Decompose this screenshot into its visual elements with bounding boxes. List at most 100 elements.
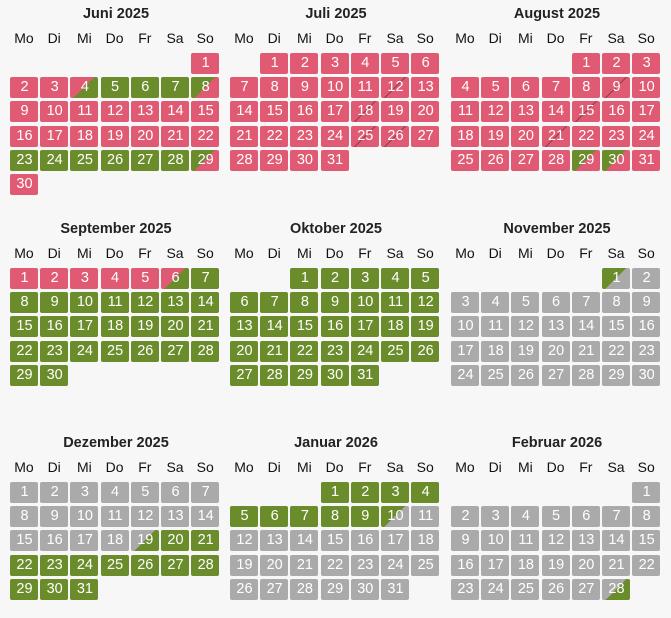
calendar-day[interactable]: 18 bbox=[381, 316, 409, 338]
calendar-day[interactable]: 7 bbox=[230, 77, 258, 99]
calendar-day[interactable]: 22 bbox=[10, 340, 38, 362]
calendar-day[interactable]: 16 bbox=[320, 316, 349, 338]
calendar-day[interactable]: 21 bbox=[191, 316, 220, 338]
calendar-day[interactable]: 30 bbox=[40, 364, 69, 386]
calendar-day[interactable]: 26 bbox=[130, 340, 159, 362]
calendar-day[interactable]: 28 bbox=[541, 149, 570, 171]
calendar-day[interactable]: 31 bbox=[632, 149, 661, 171]
calendar-day[interactable]: 5 bbox=[411, 268, 440, 289]
calendar-day[interactable]: 22 bbox=[260, 125, 289, 147]
calendar-day[interactable]: 3 bbox=[381, 482, 409, 503]
calendar-day[interactable]: 27 bbox=[161, 340, 189, 362]
calendar-day[interactable]: 14 bbox=[230, 101, 258, 123]
calendar-day[interactable]: 20 bbox=[161, 316, 189, 338]
calendar-day[interactable]: 20 bbox=[230, 340, 258, 362]
calendar-day[interactable]: 22 bbox=[571, 125, 600, 147]
calendar-day[interactable]: 18 bbox=[350, 101, 379, 123]
calendar-day[interactable]: 3 bbox=[632, 53, 661, 74]
calendar-day[interactable]: 22 bbox=[290, 340, 319, 362]
calendar-day[interactable]: 28 bbox=[602, 578, 630, 600]
calendar-day[interactable]: 27 bbox=[411, 125, 440, 147]
calendar-day[interactable]: 25 bbox=[100, 554, 129, 576]
calendar-day[interactable]: 20 bbox=[161, 530, 189, 552]
calendar-day[interactable]: 23 bbox=[320, 340, 349, 362]
calendar-day[interactable]: 8 bbox=[290, 292, 319, 314]
calendar-day[interactable]: 29 bbox=[571, 149, 600, 171]
calendar-day[interactable]: 28 bbox=[230, 149, 258, 171]
calendar-day[interactable]: 17 bbox=[320, 101, 349, 123]
calendar-day[interactable]: 7 bbox=[541, 77, 570, 99]
calendar-day[interactable]: 19 bbox=[130, 316, 159, 338]
calendar-day[interactable]: 5 bbox=[100, 77, 129, 99]
calendar-day[interactable]: 8 bbox=[191, 77, 220, 99]
calendar-day[interactable]: 23 bbox=[40, 340, 69, 362]
calendar-day[interactable]: 8 bbox=[260, 77, 289, 99]
calendar-day[interactable]: 2 bbox=[290, 53, 319, 74]
calendar-day[interactable]: 12 bbox=[130, 292, 159, 314]
calendar-day[interactable]: 3 bbox=[70, 268, 99, 289]
calendar-day[interactable]: 6 bbox=[260, 506, 289, 528]
calendar-day[interactable]: 9 bbox=[10, 101, 38, 123]
calendar-day[interactable]: 10 bbox=[350, 292, 379, 314]
calendar-day[interactable]: 30 bbox=[602, 149, 630, 171]
calendar-day[interactable]: 9 bbox=[290, 77, 319, 99]
calendar-day[interactable]: 3 bbox=[40, 77, 69, 99]
calendar-day[interactable]: 6 bbox=[130, 77, 159, 99]
calendar-day[interactable]: 23 bbox=[40, 554, 69, 576]
calendar-day[interactable]: 16 bbox=[10, 125, 38, 147]
calendar-day[interactable]: 28 bbox=[260, 364, 289, 386]
calendar-day[interactable]: 7 bbox=[260, 292, 289, 314]
calendar-day[interactable]: 15 bbox=[260, 101, 289, 123]
calendar-day[interactable]: 27 bbox=[511, 149, 540, 171]
calendar-day[interactable]: 25 bbox=[100, 340, 129, 362]
calendar-day[interactable]: 14 bbox=[191, 292, 220, 314]
calendar-day[interactable]: 2 bbox=[602, 53, 630, 74]
calendar-day[interactable]: 29 bbox=[191, 149, 220, 171]
calendar-day[interactable]: 21 bbox=[541, 125, 570, 147]
calendar-day[interactable]: 7 bbox=[191, 268, 220, 289]
calendar-day[interactable]: 27 bbox=[161, 554, 189, 576]
calendar-day[interactable]: 26 bbox=[130, 554, 159, 576]
calendar-day[interactable]: 11 bbox=[70, 101, 99, 123]
calendar-day[interactable]: 29 bbox=[290, 364, 319, 386]
calendar-day[interactable]: 2 bbox=[10, 77, 38, 99]
calendar-day[interactable]: 18 bbox=[70, 125, 99, 147]
calendar-day[interactable]: 2 bbox=[350, 482, 379, 503]
calendar-day[interactable]: 16 bbox=[40, 316, 69, 338]
calendar-day[interactable]: 10 bbox=[381, 506, 409, 528]
calendar-day[interactable]: 13 bbox=[230, 316, 258, 338]
calendar-day[interactable]: 8 bbox=[571, 77, 600, 99]
calendar-day[interactable]: 20 bbox=[411, 101, 440, 123]
calendar-day[interactable]: 28 bbox=[191, 340, 220, 362]
calendar-day[interactable]: 2 bbox=[40, 268, 69, 289]
calendar-day[interactable]: 16 bbox=[602, 101, 630, 123]
calendar-day[interactable]: 18 bbox=[100, 316, 129, 338]
calendar-day[interactable]: 12 bbox=[381, 77, 409, 99]
calendar-day[interactable]: 28 bbox=[161, 149, 189, 171]
calendar-day[interactable]: 24 bbox=[40, 149, 69, 171]
calendar-day[interactable]: 31 bbox=[70, 578, 99, 600]
calendar-day[interactable]: 23 bbox=[10, 149, 38, 171]
calendar-day[interactable]: 1 bbox=[191, 53, 220, 74]
calendar-day[interactable]: 7 bbox=[161, 77, 189, 99]
calendar-day[interactable]: 14 bbox=[161, 101, 189, 123]
calendar-day[interactable]: 14 bbox=[541, 101, 570, 123]
calendar-day[interactable]: 19 bbox=[481, 125, 510, 147]
calendar-day[interactable]: 25 bbox=[70, 149, 99, 171]
calendar-day[interactable]: 4 bbox=[381, 268, 409, 289]
calendar-day[interactable]: 15 bbox=[571, 101, 600, 123]
calendar-day[interactable]: 2 bbox=[320, 268, 349, 289]
calendar-day[interactable]: 29 bbox=[10, 364, 38, 386]
calendar-day[interactable]: 19 bbox=[100, 125, 129, 147]
calendar-day[interactable]: 5 bbox=[230, 506, 258, 528]
calendar-day[interactable]: 25 bbox=[381, 340, 409, 362]
calendar-day[interactable]: 30 bbox=[40, 578, 69, 600]
calendar-day[interactable]: 26 bbox=[100, 149, 129, 171]
calendar-day[interactable]: 17 bbox=[70, 316, 99, 338]
calendar-day[interactable]: 30 bbox=[290, 149, 319, 171]
calendar-day[interactable]: 1 bbox=[602, 268, 630, 289]
calendar-day[interactable]: 24 bbox=[70, 554, 99, 576]
calendar-day[interactable]: 24 bbox=[350, 340, 379, 362]
calendar-day[interactable]: 24 bbox=[632, 125, 661, 147]
calendar-day[interactable]: 4 bbox=[451, 77, 479, 99]
